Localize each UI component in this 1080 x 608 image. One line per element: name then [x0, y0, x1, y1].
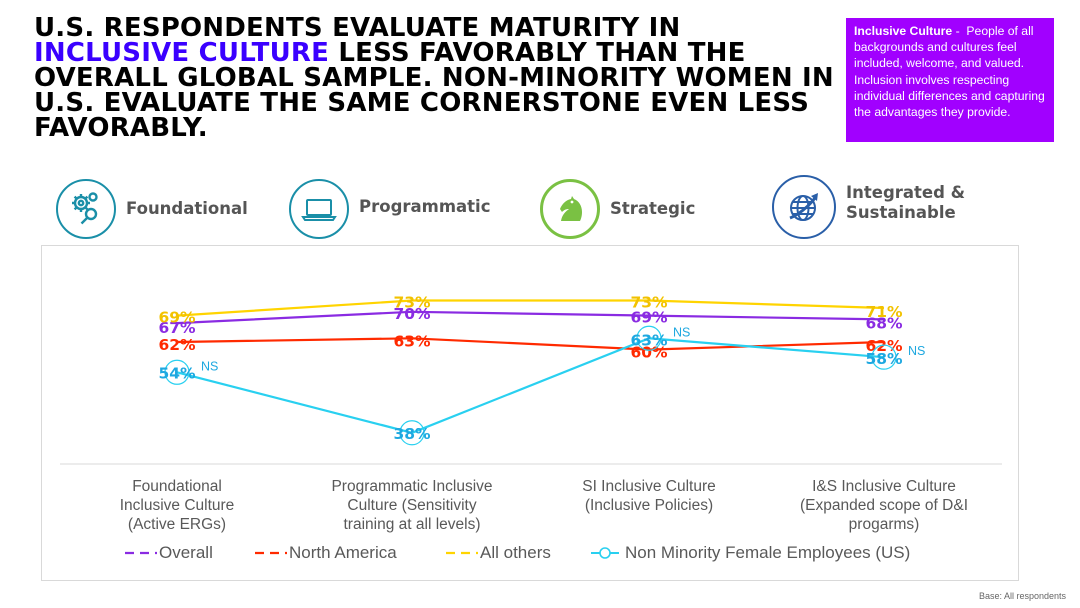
legend-label: Overall — [159, 543, 213, 562]
definition-term: Inclusive Culture — [854, 24, 953, 38]
ns-annotation: NS — [673, 325, 690, 339]
stage-label: Programmatic — [359, 197, 491, 216]
definition-box: Inclusive Culture - People of all backgr… — [846, 18, 1054, 142]
series-line — [176, 310, 885, 325]
footnote: Base: All respondents — [978, 591, 1066, 601]
definition-separator: - — [952, 24, 967, 38]
data-label: 69% — [630, 309, 668, 327]
data-label: 71% — [865, 303, 903, 321]
data-label: 67% — [158, 319, 196, 337]
title-part-1: U.S. RESPONDENTS EVALUATE MATURITY IN — [34, 13, 681, 43]
x-tick-label: I&S Inclusive Culture (Expanded scope of … — [800, 478, 968, 533]
legend-label: Non Minority Female Employees (US) — [625, 543, 910, 562]
ns-annotation: NS — [908, 344, 925, 358]
data-label: 70% — [393, 305, 431, 323]
x-tick-label: Foundational Inclusive Culture (Active ERG… — [120, 478, 235, 533]
gears-icon — [56, 179, 116, 239]
stage-label: Foundational — [126, 199, 248, 218]
data-label: 69% — [158, 309, 196, 327]
data-point-marker — [636, 325, 662, 351]
ns-annotation: NS — [201, 359, 218, 373]
data-label: 73% — [393, 293, 431, 311]
title-highlight: INCLUSIVE CULTURE — [34, 38, 330, 68]
data-label: 68% — [865, 314, 903, 332]
stage-label: Integrated & Sustainable — [846, 183, 966, 222]
series-line — [176, 337, 885, 351]
data-point-marker — [399, 420, 425, 446]
stage-strategic: Strategic — [540, 178, 695, 240]
stage-programmatic: Programmatic — [289, 178, 491, 240]
data-label: 62% — [158, 336, 196, 354]
definition-text: People of all backgrounds and cultures f… — [854, 24, 1045, 120]
legend-marker — [599, 547, 611, 559]
x-tick-label: SI Inclusive Culture (Inclusive Policies) — [582, 478, 716, 514]
stage-foundational: Foundational — [56, 178, 248, 240]
data-label: 60% — [630, 344, 668, 362]
x-tick-label: Programmatic Inclusive Culture (Sensitivi… — [331, 478, 492, 533]
data-label: 54% — [158, 364, 196, 382]
data-label: 63% — [630, 331, 668, 349]
data-label: 58% — [865, 350, 903, 368]
data-point-marker — [164, 359, 190, 385]
legend-label: All others — [480, 543, 551, 562]
series-line — [176, 299, 885, 317]
stage-label: Strategic — [610, 199, 696, 218]
line-chart: Foundational Inclusive Culture (Active ERG… — [60, 293, 1002, 562]
laptop-icon — [289, 179, 349, 239]
legend-label: North America — [289, 543, 397, 562]
data-point-marker — [871, 344, 897, 370]
data-label: 38% — [393, 425, 431, 443]
title-part-2: LESS FAVORABLY THAN THE OVERALL GLOBAL S… — [34, 38, 834, 143]
data-label: 63% — [393, 332, 431, 350]
page-title: U.S. RESPONDENTS EVALUATE MATURITY IN IN… — [34, 13, 844, 143]
globe-arrow-icon — [772, 175, 836, 239]
chess-knight-icon — [540, 179, 600, 239]
data-label: 73% — [630, 293, 668, 311]
chart-frame: Foundational Inclusive Culture (Active ERG… — [41, 245, 1019, 581]
stage-integrated-sustainable: Integrated & Sustainable — [772, 175, 976, 239]
series-line — [176, 337, 885, 434]
